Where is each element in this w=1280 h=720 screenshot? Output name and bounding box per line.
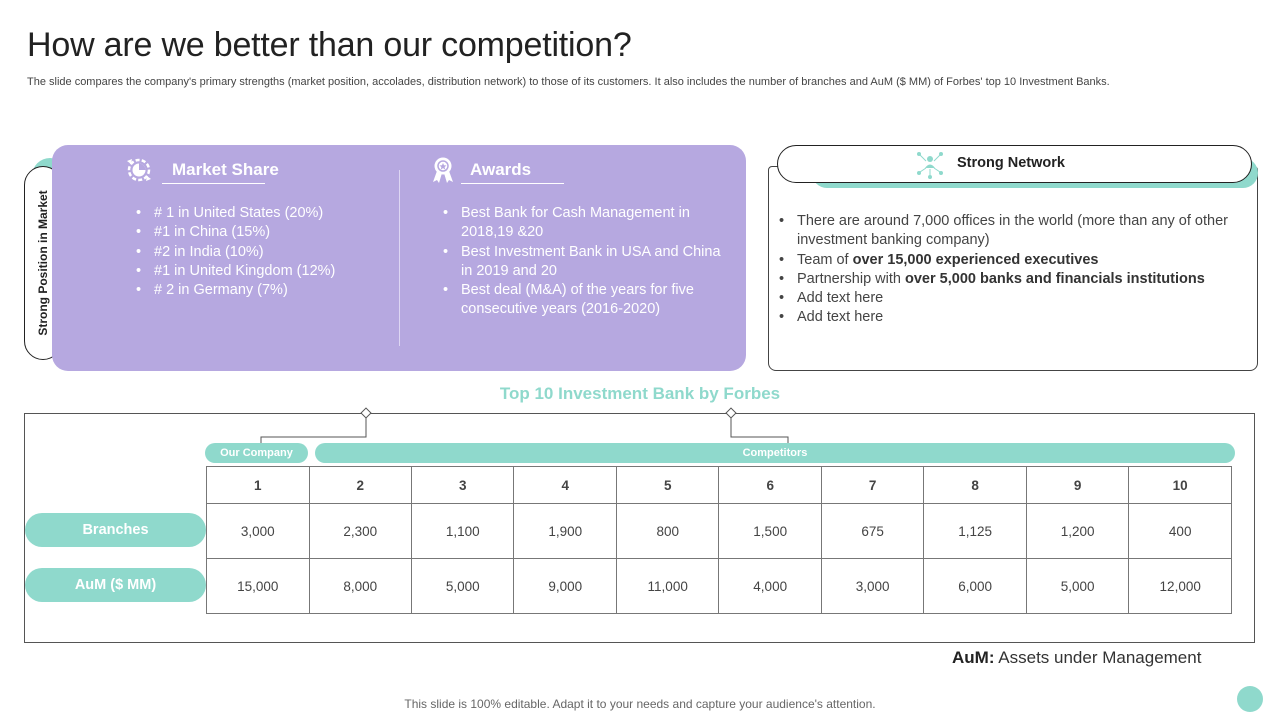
table-cell: 15,000: [206, 558, 310, 614]
table-cell: 8,000: [308, 558, 412, 614]
network-title: Strong Network: [957, 155, 1065, 171]
column-header: 7: [820, 466, 925, 504]
network-people-icon: [917, 152, 943, 179]
table-cell: 3,000: [820, 558, 925, 614]
table-row: 3,000 2,300 1,100 1,900 800 1,500 675 1,…: [206, 503, 1232, 559]
aum-row-label: AuM ($ MM): [25, 568, 206, 602]
list-item: #2 in India (10%): [134, 243, 384, 263]
table-header-row: 1 2 3 4 5 6 7 8 9 10: [206, 466, 1232, 504]
table-cell: 9,000: [513, 558, 617, 614]
table-cell: 5,000: [410, 558, 515, 614]
awards-list: Best Bank for Cash Management in 2018,19…: [441, 204, 721, 320]
column-header: 6: [718, 466, 822, 504]
list-item: Partnership with over 5,000 banks and fi…: [776, 270, 1251, 290]
column-header: 4: [513, 466, 617, 504]
table-cell: 400: [1128, 503, 1232, 559]
table-row: 15,000 8,000 5,000 9,000 11,000 4,000 3,…: [206, 558, 1232, 614]
table-title: Top 10 Investment Bank by Forbes: [499, 384, 781, 403]
table-cell: 1,200: [1025, 503, 1130, 559]
column-header: 9: [1025, 466, 1130, 504]
network-list: There are around 7,000 offices in the wo…: [776, 212, 1251, 328]
competitors-label: Competitors: [315, 443, 1235, 463]
table-cell: 11,000: [615, 558, 720, 614]
award-ribbon-icon: [433, 157, 453, 183]
awards-heading: Awards: [470, 160, 532, 179]
table-cell: 3,000: [206, 503, 310, 559]
table-cell: 2,300: [308, 503, 412, 559]
table-cell: 6,000: [923, 558, 1027, 614]
table-cell: 1,900: [513, 503, 617, 559]
market-share-list: # 1 in United States (20%) #1 in China (…: [134, 204, 384, 301]
slide-subtitle: The slide compares the company's primary…: [27, 76, 1110, 88]
column-header: 2: [308, 466, 412, 504]
table-cell: 1,125: [923, 503, 1027, 559]
network-pill: [777, 145, 1252, 183]
list-item: Best Bank for Cash Management in 2018,19…: [441, 204, 721, 243]
forbes-table: 1 2 3 4 5 6 7 8 9 10 3,000 2,300 1,100 1…: [206, 466, 1232, 614]
column-header: 8: [923, 466, 1027, 504]
table-cell: 800: [615, 503, 720, 559]
table-cell: 12,000: [1128, 558, 1232, 614]
table-cell: 5,000: [1025, 558, 1130, 614]
list-item: Add text here: [776, 289, 1251, 309]
table-frame: [24, 413, 1255, 643]
aum-definition: AuM: Assets under Management: [952, 648, 1202, 667]
column-header: 3: [410, 466, 515, 504]
list-item: #1 in United Kingdom (12%): [134, 262, 384, 282]
list-item: There are around 7,000 offices in the wo…: [776, 212, 1251, 251]
column-header: 10: [1128, 466, 1232, 504]
list-item: # 2 in Germany (7%): [134, 281, 384, 301]
column-header: 1: [206, 466, 310, 504]
list-item: Add text here: [776, 308, 1251, 328]
column-header: 5: [615, 466, 720, 504]
list-item: Best Investment Bank in USA and China in…: [441, 243, 721, 282]
pie-chart-gear-icon: [127, 158, 151, 182]
our-company-label: Our Company: [205, 443, 308, 463]
corner-decoration: [1237, 686, 1263, 712]
market-share-heading: Market Share: [172, 160, 279, 179]
footer-note: This slide is 100% editable. Adapt it to…: [404, 697, 876, 711]
slide-title: How are we better than our competition?: [27, 26, 632, 64]
list-item: # 1 in United States (20%): [134, 204, 384, 224]
market-share-underline: [162, 183, 265, 184]
awards-underline: [461, 183, 564, 184]
list-item: Team of over 15,000 experienced executiv…: [776, 251, 1251, 271]
table-cell: 675: [820, 503, 925, 559]
list-item: Best deal (M&A) of the years for five co…: [441, 281, 721, 320]
table-cell: 4,000: [718, 558, 822, 614]
table-cell: 1,500: [718, 503, 822, 559]
branches-row-label: Branches: [25, 513, 206, 547]
panel-divider: [399, 170, 400, 346]
table-cell: 1,100: [410, 503, 515, 559]
list-item: #1 in China (15%): [134, 223, 384, 243]
